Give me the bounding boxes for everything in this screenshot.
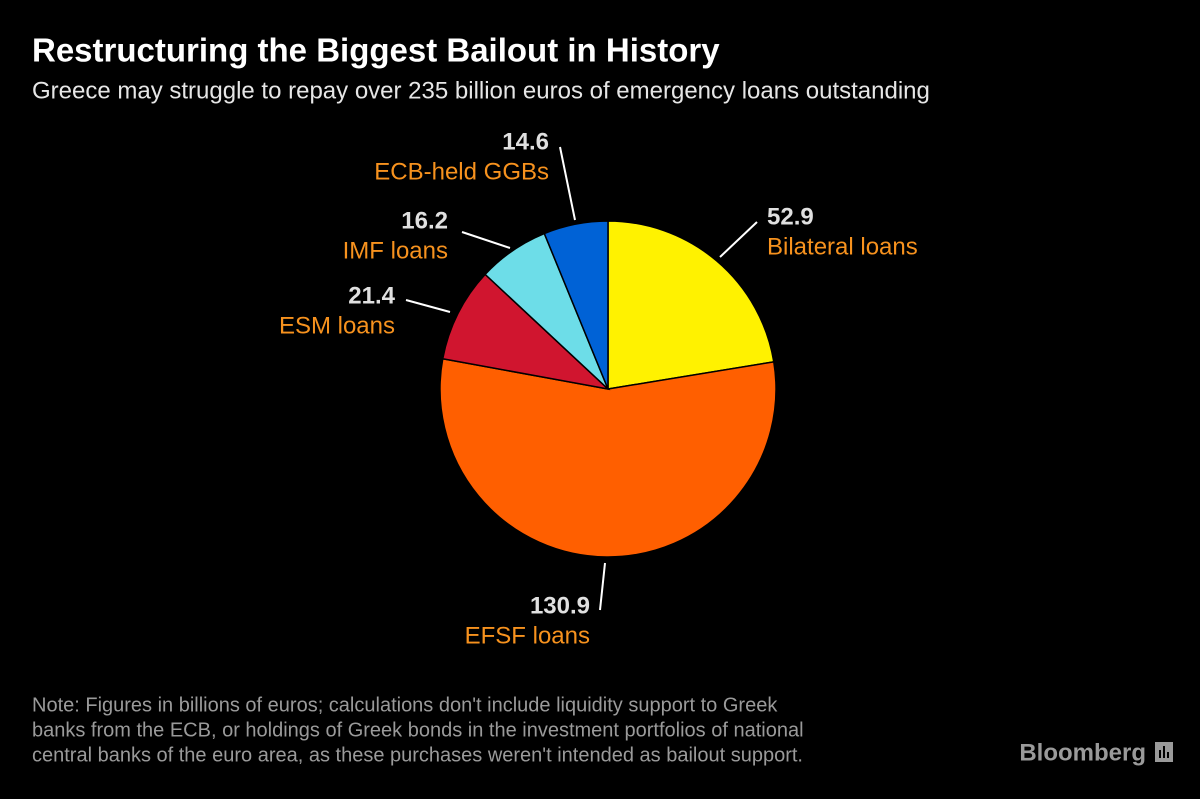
leader-line	[405, 299, 451, 313]
value-label: 16.2	[401, 207, 448, 234]
slice-label: IMF loans	[343, 237, 448, 264]
value-label: 52.9	[767, 203, 814, 230]
pie-slice	[607, 220, 775, 390]
value-label: 21.4	[348, 282, 395, 309]
note: Note: Figures in billions of euros; calc…	[32, 694, 778, 716]
slice-label: Bilateral loans	[767, 233, 918, 260]
slice-label: ESM loans	[279, 312, 395, 339]
pie-slice	[439, 357, 777, 558]
leader-line	[461, 231, 511, 249]
value-label: 14.6	[502, 128, 549, 155]
leader-line	[559, 146, 576, 221]
slice-label: EFSF loans	[465, 622, 590, 649]
slice-label: ECB-held GGBs	[374, 158, 549, 185]
pie-slice	[543, 220, 609, 390]
logo-icon	[1155, 742, 1173, 762]
chart-title: Restructuring the Biggest Bailout in His…	[32, 32, 720, 69]
value-label: 130.9	[530, 592, 590, 619]
pie-slice	[441, 273, 611, 391]
chart-subtitle: Greece may struggle to repay over 235 bi…	[32, 77, 930, 104]
note: banks from the ECB, or holdings of Greek…	[32, 719, 804, 741]
source: Bloomberg	[1019, 739, 1146, 766]
leader-line	[599, 562, 606, 611]
leader-line	[719, 221, 758, 258]
note: central banks of the euro area, as these…	[32, 744, 803, 766]
